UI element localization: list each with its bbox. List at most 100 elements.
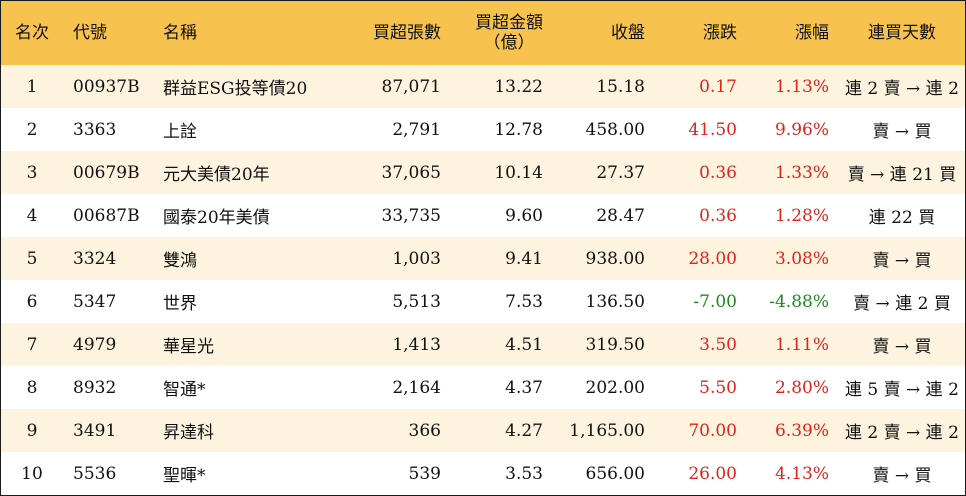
header-code: 代號: [73, 23, 107, 43]
cell-change: 0.17: [699, 76, 737, 97]
cell-change-pct: 3.08%: [774, 248, 829, 269]
cell-close: 28.47: [596, 205, 645, 226]
header-net-buy-amount-line1: 買超金額: [475, 13, 543, 33]
cell-change: 26.00: [688, 463, 737, 484]
table-row: 1 00937B 群益ESG投等債20 87,071 13.22 15.18 0.17 1.1…: [1, 65, 965, 108]
header-net-buy-lots: 買超張數: [373, 23, 441, 43]
cell-net-buy-lots: 2,791: [392, 119, 441, 140]
cell-code: 00679B: [73, 162, 140, 183]
cell-net-buy-amount: 3.53: [505, 463, 543, 484]
cell-net-buy-amount: 4.51: [505, 334, 543, 355]
cell-net-buy-amount: 7.53: [505, 291, 543, 312]
cell-net-buy-amount: 4.27: [505, 420, 543, 441]
cell-close: 15.18: [596, 76, 645, 97]
cell-change: 5.50: [699, 377, 737, 398]
cell-change: -7.00: [693, 291, 737, 312]
cell-close: 136.50: [585, 291, 645, 312]
cell-close: 202.00: [585, 377, 645, 398]
cell-name: 世界: [163, 294, 197, 314]
cell-rank: 7: [26, 334, 38, 355]
cell-change-pct: 6.39%: [774, 420, 829, 441]
header-buy-days: 連買天數: [868, 23, 936, 43]
table-row: 2 3363 上詮 2,791 12.78 458.00 41.50 9.96% 賣 → 買: [1, 108, 965, 151]
cell-net-buy-lots: 2,164: [392, 377, 441, 398]
cell-buy-days: 賣 → 買: [872, 466, 932, 486]
cell-close: 1,165.00: [569, 420, 645, 441]
cell-rank: 10: [21, 463, 43, 484]
table-row: 3 00679B 元大美債20年 37,065 10.14 27.37 0.36 1.33% 賣…: [1, 151, 965, 194]
cell-rank: 8: [26, 377, 38, 398]
cell-change-pct: 2.80%: [774, 377, 829, 398]
header-rank: 名次: [15, 23, 49, 43]
cell-name: 雙鴻: [163, 251, 197, 271]
cell-close: 458.00: [585, 119, 645, 140]
cell-code: 00937B: [73, 76, 140, 97]
cell-rank: 3: [26, 162, 38, 183]
cell-change-pct: 9.96%: [774, 119, 829, 140]
cell-change-pct: -4.88%: [769, 291, 829, 312]
cell-net-buy-amount: 9.41: [505, 248, 543, 269]
table-row: 9 3491 昇達科 366 4.27 1,165.00 70.00 6.39% 連 2 賣 →…: [1, 409, 965, 452]
header-change-pct: 漲幅: [795, 23, 829, 43]
cell-rank: 5: [26, 248, 38, 269]
cell-code: 4979: [73, 334, 117, 355]
table-row: 7 4979 華星光 1,413 4.51 319.50 3.50 1.11% 賣 → 買: [1, 323, 965, 366]
cell-rank: 4: [26, 205, 38, 226]
cell-close: 938.00: [585, 248, 645, 269]
header-net-buy-amount: 買超金額 （億）: [451, 1, 553, 65]
cell-buy-days: 賣 → 連 21 買: [847, 165, 957, 185]
cell-net-buy-lots: 87,071: [381, 76, 441, 97]
cell-change: 70.00: [688, 420, 737, 441]
cell-net-buy-amount: 12.78: [494, 119, 543, 140]
cell-code: 00687B: [73, 205, 140, 226]
cell-name: 群益ESG投等債20: [163, 79, 308, 99]
cell-net-buy-lots: 37,065: [381, 162, 441, 183]
table-header-row: 名次 代號 名稱 買超張數 買超金額 （億） 收盤 漲跌 漲幅 連買天數: [1, 1, 965, 65]
cell-buy-days: 賣 → 買: [872, 337, 932, 357]
cell-change: 41.50: [688, 119, 737, 140]
cell-net-buy-amount: 9.60: [505, 205, 543, 226]
cell-net-buy-amount: 13.22: [494, 76, 543, 97]
cell-code: 3363: [73, 119, 117, 140]
cell-change: 28.00: [688, 248, 737, 269]
cell-name: 元大美債20年: [163, 165, 270, 185]
table-row: 5 3324 雙鴻 1,003 9.41 938.00 28.00 3.08% 賣 → 買: [1, 237, 965, 280]
cell-net-buy-lots: 1,413: [392, 334, 441, 355]
cell-close: 319.50: [585, 334, 645, 355]
cell-name: 昇達科: [163, 423, 214, 443]
cell-change-pct: 4.13%: [774, 463, 829, 484]
cell-code: 3324: [73, 248, 117, 269]
cell-net-buy-amount: 10.14: [494, 162, 543, 183]
cell-change: 0.36: [699, 205, 737, 226]
cell-net-buy-lots: 1,003: [392, 248, 441, 269]
cell-name: 國泰20年美債: [163, 208, 270, 228]
cell-name: 上詮: [163, 122, 197, 142]
header-close: 收盤: [611, 23, 645, 43]
cell-buy-days: 賣 → 買: [872, 251, 932, 271]
cell-change-pct: 1.11%: [774, 334, 829, 355]
cell-change-pct: 1.28%: [774, 205, 829, 226]
cell-change: 3.50: [699, 334, 737, 355]
cell-close: 656.00: [585, 463, 645, 484]
cell-name: 華星光: [163, 337, 214, 357]
cell-buy-days: 連 2 賣 → 連 2 買: [845, 79, 965, 99]
cell-change-pct: 1.33%: [774, 162, 829, 183]
cell-rank: 6: [26, 291, 38, 312]
header-change: 漲跌: [703, 23, 737, 43]
cell-buy-days: 賣 → 買: [872, 122, 932, 142]
table-row: 8 8932 智通* 2,164 4.37 202.00 5.50 2.80% 連 5 賣 → …: [1, 366, 965, 409]
cell-net-buy-lots: 539: [408, 463, 441, 484]
cell-net-buy-lots: 33,735: [381, 205, 441, 226]
cell-change: 0.36: [699, 162, 737, 183]
cell-name: 聖暉*: [163, 466, 206, 486]
cell-buy-days: 連 22 買: [868, 208, 936, 228]
table-row: 4 00687B 國泰20年美債 33,735 9.60 28.47 0.36 1.28% 連 …: [1, 194, 965, 237]
cell-name: 智通*: [163, 380, 206, 400]
cell-net-buy-amount: 4.37: [505, 377, 543, 398]
cell-code: 8932: [73, 377, 117, 398]
cell-net-buy-lots: 366: [408, 420, 441, 441]
cell-rank: 1: [26, 76, 38, 97]
cell-code: 5347: [73, 291, 117, 312]
